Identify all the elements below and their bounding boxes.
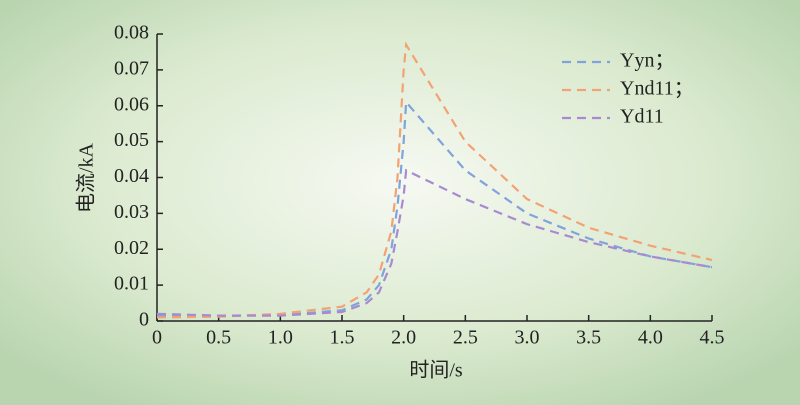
x-tick-label: 1.0 [268, 327, 293, 349]
x-tick-label: 2.0 [391, 327, 416, 349]
y-tick-label: 0.05 [114, 129, 149, 151]
y-tick-label: 0 [139, 309, 149, 331]
y-tick-label: 0.06 [114, 93, 149, 115]
x-tick-label: 0.5 [206, 327, 231, 349]
legend-label: Yd11 [620, 106, 664, 128]
y-tick-label: 0.02 [114, 237, 149, 259]
x-tick-label: 4.5 [700, 327, 725, 349]
y-tick-label: 0.04 [114, 165, 149, 187]
x-tick-label: 3.0 [515, 327, 540, 349]
y-axis-label: 电流/kA [75, 142, 98, 213]
y-tick-label: 0.08 [114, 22, 149, 44]
x-tick-label: 0 [152, 327, 162, 349]
legend-label: Yyn； [620, 50, 674, 72]
series-line [156, 168, 713, 317]
x-tick-label: 3.5 [576, 327, 601, 349]
x-axis-label: 时间/s [409, 359, 463, 382]
y-tick-label: 0.03 [114, 201, 149, 223]
y-tick-label: 0.01 [114, 273, 149, 295]
legend-label: Ynd11； [620, 78, 694, 100]
x-tick-label: 2.5 [453, 327, 478, 349]
y-tick-label: 0.07 [114, 57, 149, 79]
x-tick-label: 4.0 [638, 327, 663, 349]
series-line [156, 41, 713, 319]
x-tick-label: 1.5 [330, 327, 355, 349]
